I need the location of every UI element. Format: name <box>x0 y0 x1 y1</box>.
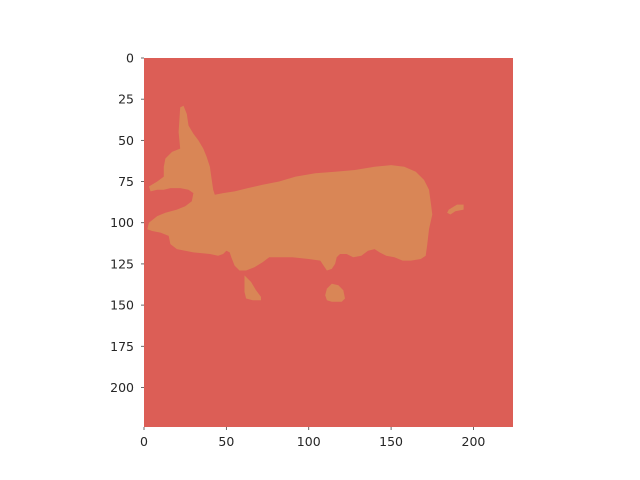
object-region-leg-left <box>244 275 261 301</box>
y-axis: 0 25 50 75 100 125 150 175 200 <box>110 51 144 395</box>
x-tick-label: 50 <box>218 434 234 449</box>
y-tick-label: 75 <box>118 174 134 189</box>
y-tick-label: 100 <box>110 215 134 230</box>
y-tick-label: 0 <box>126 51 134 66</box>
x-tick-label: 150 <box>379 434 403 449</box>
x-tick-label: 100 <box>297 434 321 449</box>
y-tick-label: 125 <box>110 256 134 271</box>
object-region-leg-right <box>325 283 345 302</box>
object-region-body <box>147 105 433 271</box>
y-tick-label: 200 <box>110 380 134 395</box>
y-tick-label: 150 <box>110 298 134 313</box>
y-tick-label: 50 <box>118 133 134 148</box>
x-tick-label: 0 <box>140 434 148 449</box>
x-axis: 0 50 100 150 200 <box>140 427 485 449</box>
y-tick-label: 25 <box>118 92 134 107</box>
plot-area <box>144 58 513 427</box>
x-tick-label: 200 <box>462 434 486 449</box>
object-region-speck <box>447 204 464 215</box>
y-tick-label: 175 <box>110 339 134 354</box>
